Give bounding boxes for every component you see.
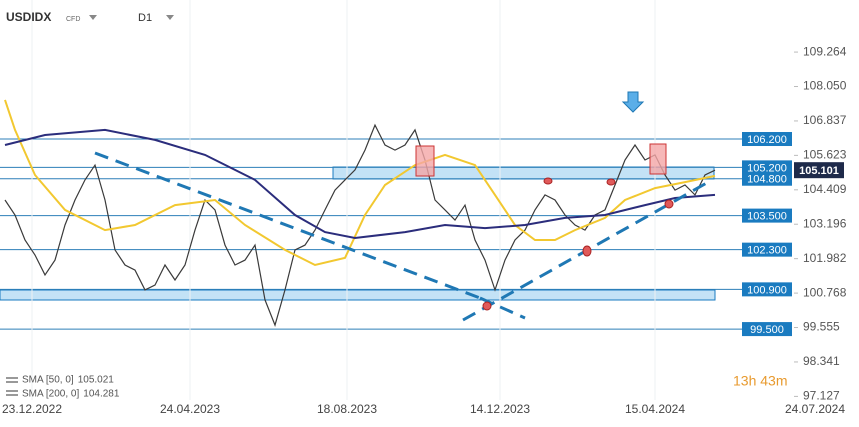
level-label: 100.900 [747, 284, 787, 296]
x-tick-label: 14.12.2023 [470, 402, 530, 416]
marker-box [415, 145, 435, 177]
last-price: 105.101 [799, 165, 839, 177]
legend-value: 105.021 [78, 375, 115, 386]
y-tick-label: 99.555 [803, 320, 840, 334]
y-tick-label: 108.050 [803, 79, 847, 93]
icon [6, 390, 18, 392]
dot [606, 178, 616, 186]
level-label: 106.200 [747, 134, 787, 146]
x-tick-label: 23.12.2022 [2, 402, 62, 416]
level-box [742, 208, 792, 223]
level-box [742, 171, 792, 186]
level-label: 102.300 [747, 245, 787, 257]
timeframe: D1 [138, 12, 152, 24]
level-box [742, 132, 792, 147]
y-tick-label: 105.623 [803, 148, 847, 162]
dot [582, 245, 592, 257]
zone [0, 289, 716, 301]
level-label: 105.200 [747, 162, 787, 174]
trendline [94, 151, 481, 300]
icon [6, 381, 18, 383]
dot [543, 177, 553, 185]
level-box [742, 282, 792, 297]
x-tick-label: 24.07.2024 [785, 402, 845, 416]
plot [4, 0, 716, 400]
symbol-kind: CFD [66, 16, 80, 23]
legend-icons [6, 377, 18, 396]
level-label: 99.500 [750, 324, 784, 336]
y-tick-label: 103.196 [803, 216, 847, 230]
level-box [742, 160, 792, 175]
x-tick-label: 24.04.2023 [160, 402, 220, 416]
dropdown[interactable] [166, 15, 174, 20]
level-box [742, 322, 792, 337]
marker-box [649, 143, 667, 175]
timer: 13h 43m [733, 373, 787, 389]
icon [6, 377, 18, 379]
y-tick-label: 106.837 [803, 113, 847, 127]
y-tick-label: 109.264 [803, 44, 847, 58]
legend-name: SMA [50, 0] [22, 375, 74, 386]
level-label: 103.500 [747, 211, 787, 223]
dot [664, 199, 674, 209]
last-price-box [794, 162, 844, 179]
level-box [742, 242, 792, 257]
y-tick-label: 104.409 [803, 182, 847, 196]
dropdown[interactable] [89, 15, 97, 20]
y-tick-label: 97.127 [803, 389, 840, 403]
trendline [479, 296, 526, 320]
legend-name: SMA [200, 0] [22, 389, 79, 400]
x-tick-label: 18.08.2023 [317, 402, 377, 416]
price-line [4, 123, 716, 327]
level-label: 104.800 [747, 174, 787, 186]
legend-value: 104.281 [83, 389, 120, 400]
arrow [621, 91, 645, 113]
dot [482, 301, 492, 311]
y-tick-label: 100.768 [803, 285, 847, 299]
icon [6, 394, 18, 396]
y-tick-label: 101.982 [803, 251, 847, 265]
symbol: USDIDX [6, 10, 51, 24]
markers [482, 177, 674, 311]
y-tick-label: 98.341 [803, 354, 840, 368]
x-tick-label: 15.04.2024 [625, 402, 685, 416]
indicator-line [4, 99, 716, 267]
indicator-line [4, 128, 716, 240]
